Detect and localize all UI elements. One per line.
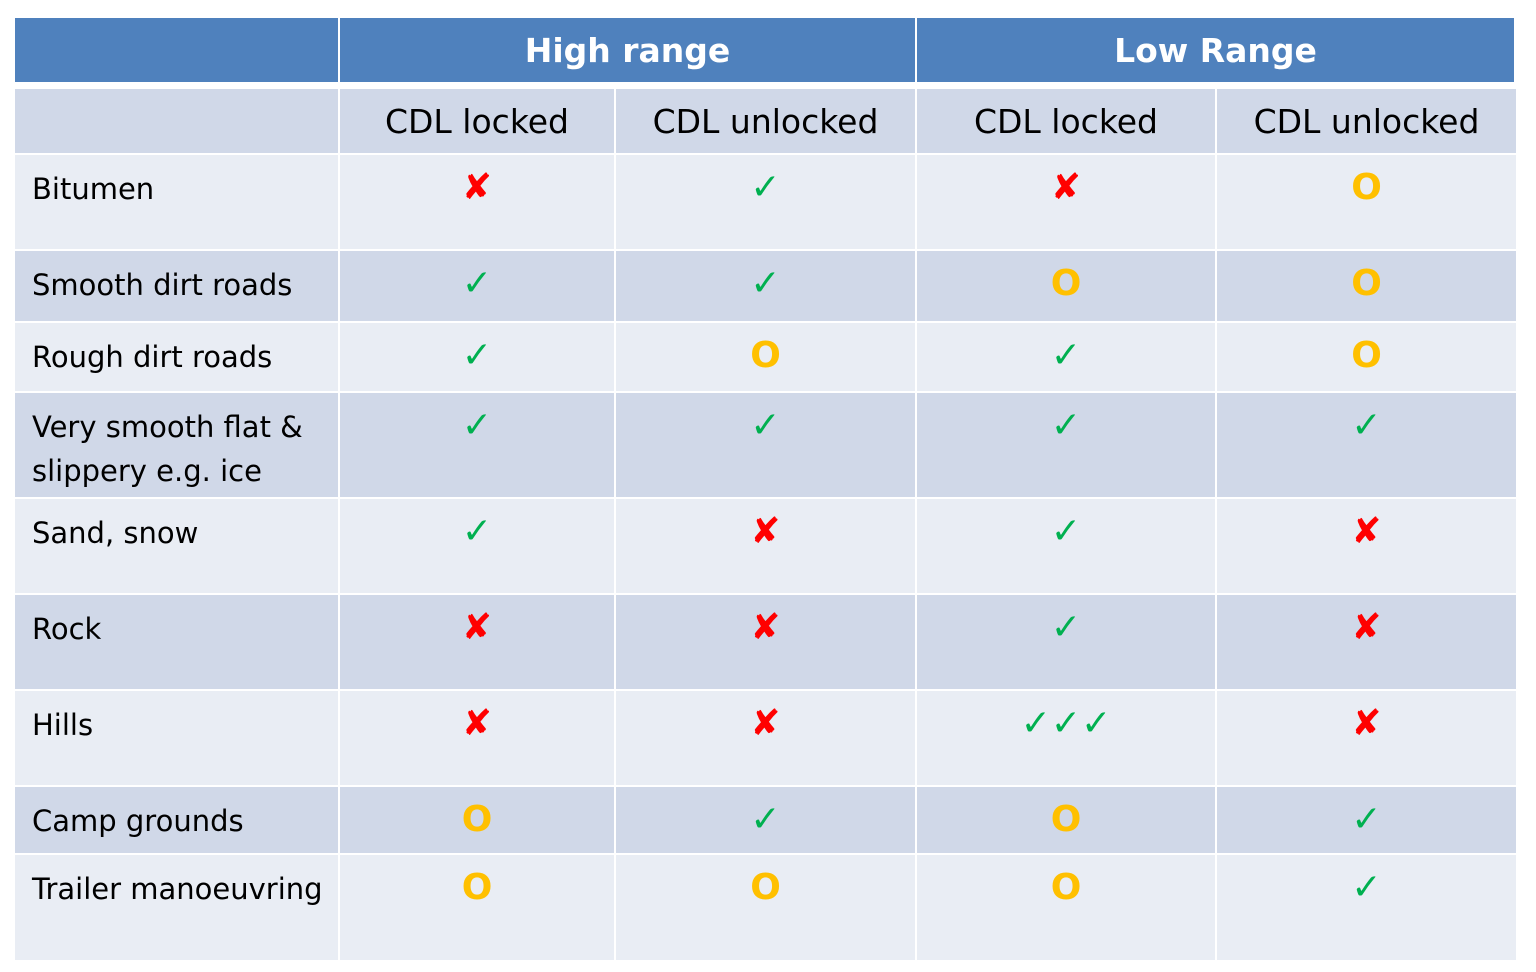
status-mark: ✓ (1217, 393, 1516, 497)
status-mark: ✓ (340, 393, 614, 497)
status-mark: ✘ (616, 691, 915, 785)
column-header: CDL unlocked (616, 89, 915, 153)
status-mark: ✓ (616, 251, 915, 321)
header-blank (15, 18, 338, 82)
status-mark: O (340, 787, 614, 853)
status-mark: ✘ (616, 499, 915, 593)
status-mark: ✘ (616, 595, 915, 689)
status-mark: ✓ (917, 393, 1215, 497)
status-mark: ✓ (1217, 855, 1516, 960)
status-mark: O (616, 323, 915, 391)
row-label: Rock (15, 595, 338, 689)
row-label: Camp grounds (15, 787, 338, 853)
status-mark: ✓ (1217, 787, 1516, 853)
status-mark: ✓ (917, 595, 1215, 689)
status-mark: ✓ (340, 499, 614, 593)
status-mark: O (917, 787, 1215, 853)
status-mark: O (1217, 251, 1516, 321)
row-label: Bitumen (15, 155, 338, 249)
status-mark: O (616, 855, 915, 960)
status-mark: O (1217, 323, 1516, 391)
row-label: Sand, snow (15, 499, 338, 593)
status-mark: ✓ (616, 393, 915, 497)
status-mark: ✓ (340, 323, 614, 391)
subheader-blank (15, 89, 338, 153)
column-header: CDL locked (917, 89, 1215, 153)
status-mark: ✘ (340, 691, 614, 785)
status-mark: ✘ (917, 155, 1215, 249)
status-mark: ✓ (917, 499, 1215, 593)
row-label: Smooth dirt roads (15, 251, 338, 321)
column-header: CDL unlocked (1217, 89, 1516, 153)
status-mark: ✘ (1217, 691, 1516, 785)
group-header: Low Range (917, 18, 1514, 82)
group-header: High range (340, 18, 915, 82)
status-mark: ✓✓✓ (917, 691, 1215, 785)
status-mark: O (917, 855, 1215, 960)
status-mark: ✓ (616, 787, 915, 853)
row-label: Trailer manoeuvring (15, 855, 338, 960)
status-mark: ✘ (340, 595, 614, 689)
row-label: Hills (15, 691, 338, 785)
status-mark: ✘ (1217, 499, 1516, 593)
status-mark: O (917, 251, 1215, 321)
column-header: CDL locked (340, 89, 614, 153)
row-label: Very smooth flat & slippery e.g. ice (15, 393, 338, 497)
status-mark: ✓ (917, 323, 1215, 391)
row-label: Rough dirt roads (15, 323, 338, 391)
status-mark: ✓ (340, 251, 614, 321)
status-mark: ✘ (1217, 595, 1516, 689)
status-mark: O (1217, 155, 1516, 249)
status-mark: ✘ (340, 155, 614, 249)
status-mark: ✓ (616, 155, 915, 249)
status-mark: O (340, 855, 614, 960)
